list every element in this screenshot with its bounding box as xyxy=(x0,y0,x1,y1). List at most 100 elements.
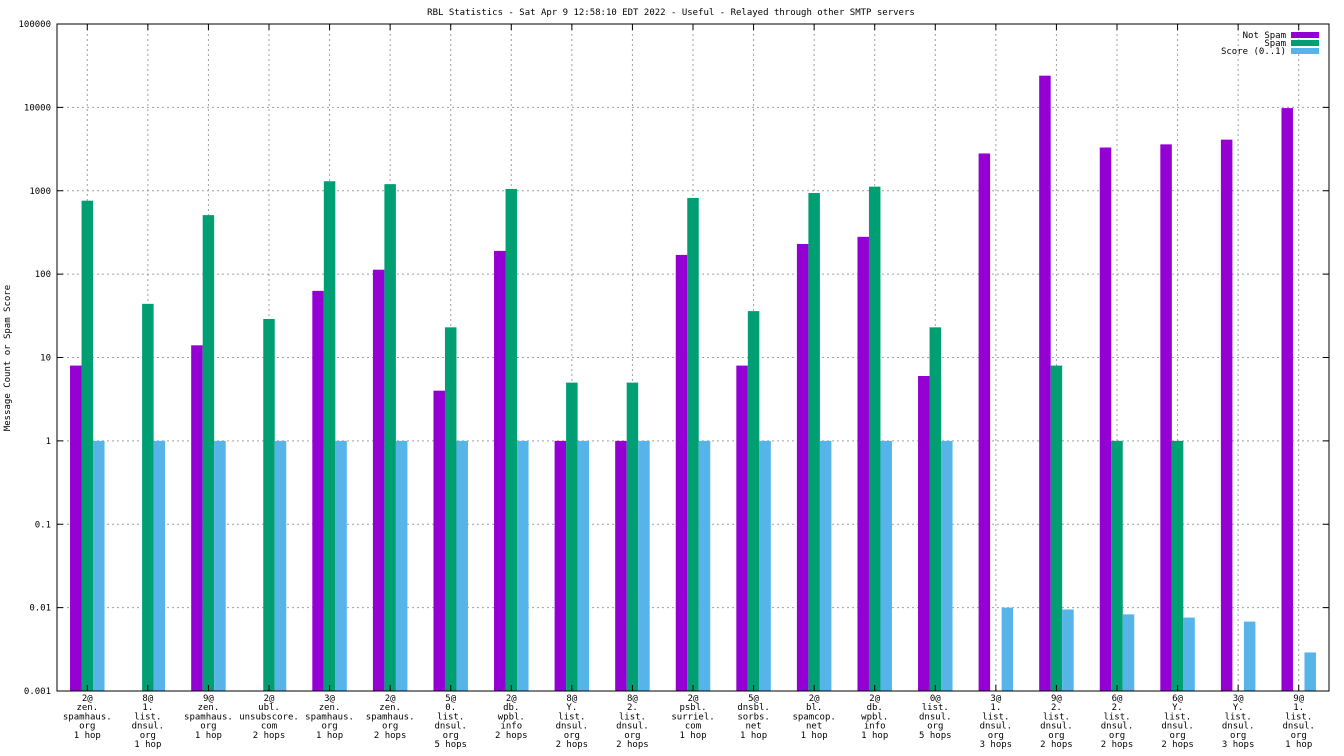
x-tick-label-line: com xyxy=(261,722,277,732)
bar xyxy=(759,440,771,691)
bar xyxy=(554,440,567,691)
bar xyxy=(1183,617,1195,691)
x-tick-label-line: list. xyxy=(1103,712,1130,722)
bar xyxy=(857,236,869,691)
x-tick-label-line: 8@ xyxy=(142,694,153,704)
x-tick-label-line: 2@ xyxy=(385,694,396,704)
x-tick-label-line: 8@ xyxy=(566,694,577,704)
x-tick-label-line: 2@ xyxy=(809,694,820,704)
x-tick-label-line: wpbl. xyxy=(498,712,525,722)
x-tick-label-line: db. xyxy=(867,703,883,713)
x-tick-label: 2@ db. wpbl. info 2 hops xyxy=(495,694,528,741)
x-tick-label-line: dnsul. xyxy=(980,722,1013,732)
x-tick-label-line: 2 hops xyxy=(495,731,528,741)
x-tick-label: 9@ 1. list. dnsul. org 1 hop xyxy=(1282,694,1315,750)
x-tick-label: 2@ zen. spamhaus. org 2 hops xyxy=(366,694,415,741)
bar xyxy=(880,440,892,691)
bar xyxy=(1171,440,1184,691)
x-tick-label: 9@ 2. list. dnsul. org 2 hops xyxy=(1040,694,1073,750)
y-axis-ticks: 0.001 0.01 0.1 1 10 100 1000 10000 100000 xyxy=(18,20,1329,697)
x-tick-label-line: org xyxy=(927,722,943,732)
x-tick-label: 2@ bl. spamcop. net 1 hop xyxy=(792,694,835,741)
x-tick-label-line: sorbs. xyxy=(737,712,770,722)
x-tick-label-line: org xyxy=(624,731,640,741)
x-tick-label-line: list. xyxy=(1225,712,1252,722)
x-tick-label-line: list. xyxy=(982,712,1009,722)
x-tick-label-line: 1 hop xyxy=(679,731,706,741)
x-tick-label-line: info xyxy=(500,722,522,732)
x-tick-label-line: bl. xyxy=(806,703,822,713)
x-tick-label: 2@ ubl. unsubscore. com 2 hops xyxy=(239,694,299,741)
legend-swatch xyxy=(1291,32,1319,38)
bar xyxy=(675,254,688,691)
y-tick-label: 10000 xyxy=(24,103,51,113)
legend-label: Not Spam xyxy=(1243,31,1286,41)
x-tick-label-line: org xyxy=(443,731,459,741)
bar xyxy=(433,390,445,691)
bar xyxy=(263,318,275,691)
x-tick-label: 6@ Y. list. dnsul. org 2 hops xyxy=(1161,694,1194,750)
x-tick-label: 8@ Y. list. dnsul. org 2 hops xyxy=(556,694,589,750)
x-tick-label-line: org xyxy=(564,731,580,741)
bar xyxy=(81,200,94,691)
bar xyxy=(736,365,748,691)
bar xyxy=(566,382,578,691)
x-tick-label-line: 2@ xyxy=(688,694,699,704)
x-tick-label-line: 5@ xyxy=(748,694,759,704)
x-tick-label-line: 3@ xyxy=(324,694,335,704)
bar xyxy=(153,440,166,691)
x-tick-label-line: 1. xyxy=(142,703,153,713)
x-tick-label-line: Y. xyxy=(1172,703,1183,713)
bar xyxy=(142,303,154,691)
x-tick-label-line: 0. xyxy=(445,703,456,713)
bar xyxy=(698,440,711,691)
x-tick-label-line: spamcop. xyxy=(792,712,835,722)
x-tick-label: 3@ 1. list. dnsul. org 3 hops xyxy=(980,694,1013,750)
x-tick-label-line: org xyxy=(1109,731,1125,741)
bar xyxy=(505,188,518,691)
x-tick-label-line: list. xyxy=(437,712,464,722)
bar xyxy=(868,186,881,691)
bar xyxy=(626,382,639,691)
y-tick-label: 0.001 xyxy=(24,687,51,697)
x-tick-label-line: list. xyxy=(1285,712,1312,722)
x-tick-label-line: zen. xyxy=(379,703,401,713)
x-tick-label-line: 1 hop xyxy=(1285,740,1312,750)
x-tick-label-line: org xyxy=(140,731,156,741)
bar xyxy=(1039,75,1051,692)
x-tick-label: 2@ db. wpbl. info 1 hop xyxy=(861,694,888,741)
legend-label: Score (0..1) xyxy=(1221,47,1286,57)
x-tick-label: 2@ psbl. surriel. com 1 hop xyxy=(671,694,714,741)
x-tick-label-line: zen. xyxy=(198,703,220,713)
x-tick-label-line: 2@ xyxy=(82,694,93,704)
x-tick-label-line: db. xyxy=(503,703,519,713)
bar xyxy=(1281,108,1293,692)
bar xyxy=(70,365,82,691)
x-tick-label-line: 2 hops xyxy=(1161,740,1194,750)
x-tick-label: 6@ 2. list. dnsul. org 2 hops xyxy=(1101,694,1134,750)
x-tick-label-line: org xyxy=(1169,731,1185,741)
bar xyxy=(796,243,809,691)
x-tick-label-line: 1 hop xyxy=(316,731,343,741)
y-axis-label: Message Count or Spam Score xyxy=(3,285,13,431)
bar xyxy=(517,440,529,691)
x-tick-label-line: 5@ xyxy=(445,694,456,704)
x-tick-label-line: dnsbl. xyxy=(737,703,770,713)
bar xyxy=(456,440,468,691)
x-tick-label-line: 2 hops xyxy=(556,740,589,750)
y-tick-label: 10 xyxy=(40,354,51,364)
x-tick-label-line: 1. xyxy=(1293,703,1304,713)
x-tick-label-line: org xyxy=(200,722,216,732)
bar xyxy=(978,153,991,691)
bar xyxy=(444,327,457,691)
x-tick-label-line: org xyxy=(79,722,95,732)
x-tick-label-line: list. xyxy=(1043,712,1070,722)
bar xyxy=(214,440,226,691)
y-tick-label: 1 xyxy=(46,437,51,447)
x-tick-label-line: com xyxy=(685,722,701,732)
x-tick-label-line: dnsul. xyxy=(556,722,589,732)
x-tick-label-line: 1 hop xyxy=(861,731,888,741)
bar xyxy=(918,375,930,691)
